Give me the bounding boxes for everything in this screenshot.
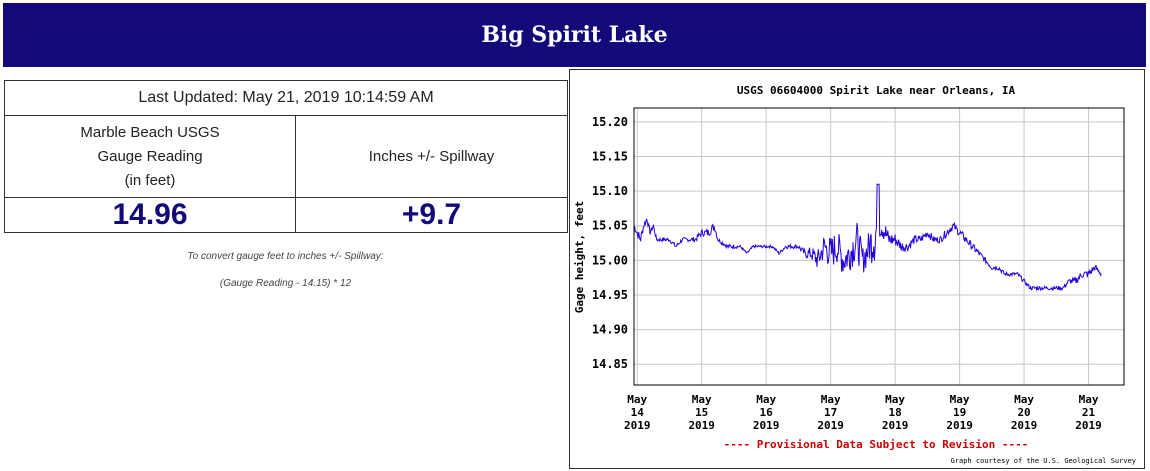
conversion-note: To convert gauge feet to inches +/- Spil… <box>187 251 384 262</box>
x-tick-label: May 16 2019 <box>753 393 780 432</box>
gauge-reading-header: Marble Beach USGS Gauge Reading (in feet… <box>4 115 296 198</box>
y-tick-label: 14.95 <box>592 288 628 302</box>
plot-frame <box>633 107 1125 386</box>
y-axis-label: Gage height, feet <box>573 201 586 314</box>
y-tick-label: 15.05 <box>592 219 628 233</box>
gage-height-chart: USGS 06604000 Spirit Lake near Orleans, … <box>573 84 1136 465</box>
gauge-header-line: Marble Beach USGS <box>80 123 220 141</box>
y-tick-label: 14.90 <box>592 323 628 337</box>
x-tick-label: May 17 2019 <box>817 393 844 432</box>
gauge-table: Last Updated: May 21, 2019 10:14:59 AM M… <box>4 80 568 233</box>
y-tick-label: 15.15 <box>592 149 628 163</box>
conversion-formula: (Gauge Reading - 14.15) * 12 <box>219 278 352 289</box>
x-tick-label: May 15 2019 <box>688 393 715 432</box>
provisional-note: ---- Provisional Data Subject to Revisio… <box>724 438 1029 451</box>
x-tick-labels: May 14 2019 May 15 2019 May 16 2019 May 17 2019 May 1… <box>624 393 1102 432</box>
x-tick-label: May 21 2019 <box>1075 393 1102 432</box>
x-tick-label: May 19 2019 <box>946 393 973 432</box>
page-banner: Big Spirit Lake <box>3 3 1146 67</box>
usgs-credit: Graph courtesy of the U.S. Geological Su… <box>951 457 1136 465</box>
spillway-value: +9.7 <box>295 197 568 233</box>
y-tick-label: 15.10 <box>592 184 628 198</box>
y-tick-label: 14.85 <box>592 357 628 371</box>
chart-title: USGS 06604000 Spirit Lake near Orleans, … <box>737 84 1016 97</box>
chart-grid <box>634 108 1124 385</box>
x-tick-label: May 18 2019 <box>882 393 909 432</box>
series-line <box>633 183 1102 292</box>
y-tick-labels: 14.85 14.90 14.95 15.00 15.05 15.10 15.15 15.20 <box>592 115 628 371</box>
gauge-header-line: Gauge Reading <box>97 147 203 165</box>
y-tick-label: 15.20 <box>592 115 628 129</box>
x-tick-label: May 14 2019 <box>624 393 651 432</box>
y-tick-label: 15.00 <box>592 253 628 267</box>
gauge-header-line: (in feet) <box>124 171 176 189</box>
spillway-header: Inches +/- Spillway <box>295 115 568 198</box>
gauge-value: 14.96 <box>4 197 296 233</box>
usgs-graph: USGS 06604000 Spirit Lake near Orleans, … <box>569 69 1145 469</box>
last-updated: Last Updated: May 21, 2019 10:14:59 AM <box>4 80 568 116</box>
page-title: Big Spirit Lake <box>481 22 668 48</box>
x-tick-label: May 20 2019 <box>1011 393 1038 432</box>
